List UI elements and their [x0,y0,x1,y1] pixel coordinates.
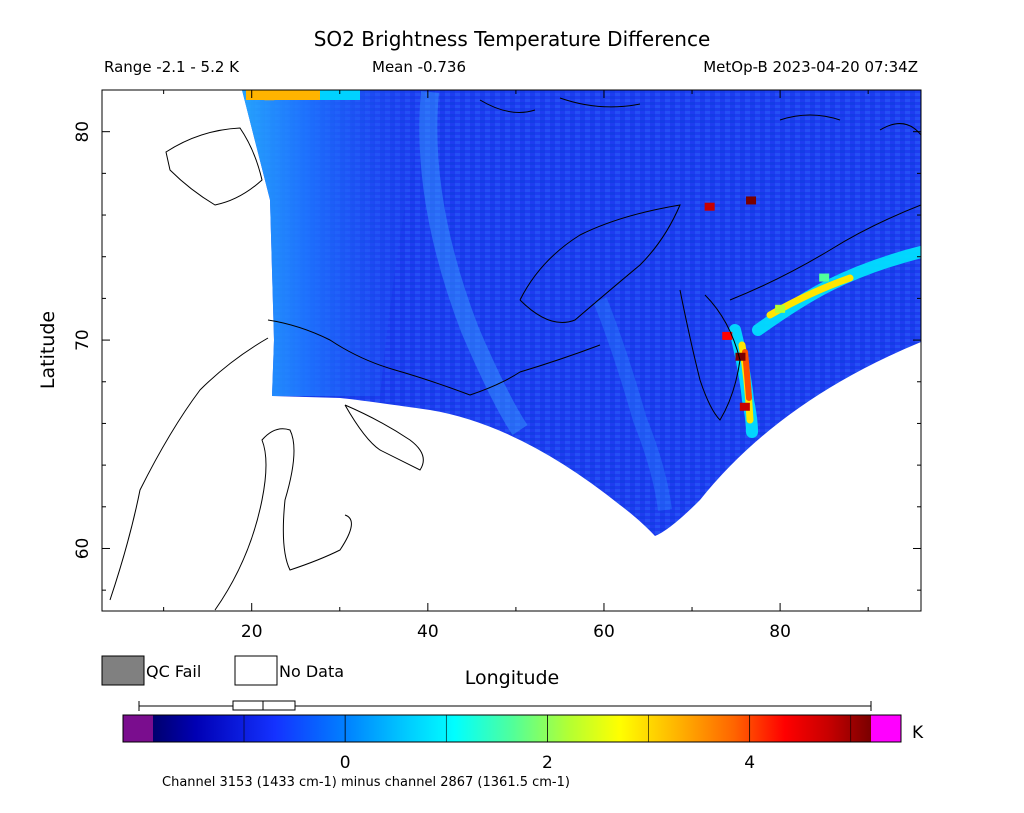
colorbar-tick-label: 4 [744,753,755,773]
swath-stripe-2 [593,297,672,511]
colorbar-tick-label: 2 [542,753,553,773]
map-panel [102,90,921,611]
x-tick-label: 60 [593,622,615,642]
hotspot-point [775,304,786,313]
y-axis-label: Latitude [37,311,59,389]
x-tick-label: 80 [769,622,791,642]
hotspot-point [739,402,750,411]
y-tick-label: 60 [73,538,93,560]
satellite-time-readout: MetOp-B 2023-04-20 07:34Z [703,58,918,76]
hotspot-point [746,196,757,205]
colorbar-tick-label: 0 [340,753,351,773]
warm-strip [246,90,320,100]
warm-strip-edge [320,90,360,100]
qc-fail-label: QC Fail [146,662,201,681]
colorbar-frame [122,714,902,743]
x-tick-label: 40 [417,622,439,642]
axes: 20 40 60 80 60 70 80 [73,89,921,642]
colorbar-under-swatch [123,715,153,742]
so2-plume-core [742,349,752,401]
no-data-swatch [234,655,278,686]
range-slider-box[interactable] [232,700,296,711]
y-tick-label: 70 [73,329,93,351]
hotspot-point [704,202,715,211]
no-data-label: No Data [279,662,344,681]
swath-west-edge [242,90,430,396]
colorbar-gradient [153,715,871,742]
channel-footnote: Channel 3153 (1433 cm-1) minus channel 2… [162,775,570,790]
colorbar-unit-label: K [912,723,924,743]
coastlines [109,97,921,611]
swath-stripe [419,91,528,435]
hotspot-point [819,273,830,282]
plot-frame [101,89,922,612]
colorbar-ticks: 0 2 4 [243,715,852,773]
hotspot-point [735,352,746,361]
colorbar-over-swatch [871,715,901,742]
chart-title: SO2 Brightness Temperature Difference [314,27,711,51]
x-tick-label: 20 [241,622,263,642]
hotspot-point [722,331,733,340]
y-tick-label: 80 [73,121,93,143]
qc-fail-swatch [101,655,145,686]
x-axis-label: Longitude [465,667,560,689]
mean-readout: Mean -0.736 [372,58,466,76]
range-readout: Range -2.1 - 5.2 K [104,58,240,76]
